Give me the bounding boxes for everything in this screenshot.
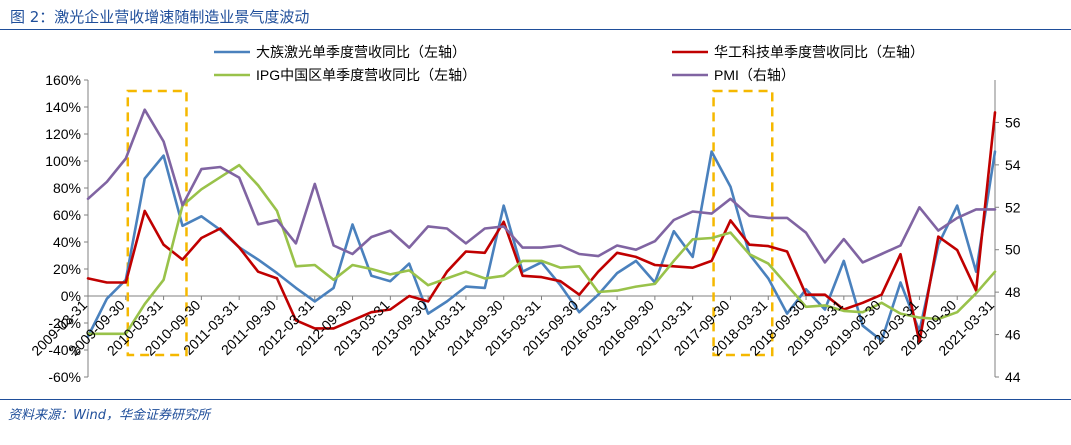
y-left-tick-label: -60% [48,369,81,385]
y-right-tick-label: 46 [1005,327,1021,343]
y-left-tick-label: -20% [48,315,81,331]
y-left-tick-label: 60% [53,207,81,223]
series-line-3 [86,163,997,336]
y-axis-right: 44 46 48 50 52 54 56 [995,114,1021,385]
y-left-tick-label: 80% [53,180,81,196]
y-right-tick-label: 54 [1005,157,1021,173]
legend: 大族激光单季度营收同比（左轴） 华工科技单季度营收同比（左轴） IPG中国区单季度营… [214,44,924,83]
series-line-2 [86,111,997,344]
legend-label: PMI（右轴） [714,67,795,83]
y-right-tick-label: 44 [1005,369,1021,385]
series-line-4 [86,108,997,264]
y-right-tick-label: 50 [1005,242,1021,258]
y-left-tick-label: 0% [61,288,81,304]
header-rule [0,29,1071,30]
source-note: 资料来源：Wind，华金证券研究所 [8,408,210,423]
legend-label: 大族激光单季度营收同比（左轴） [256,44,466,60]
y-left-tick-label: 140% [45,99,81,115]
y-right-tick-label: 48 [1005,284,1021,300]
y-right-tick-label: 56 [1005,114,1021,130]
figure-title: 图 2：激光企业营收增速随制造业景气度波动 [10,8,310,26]
highlight-box [712,89,774,357]
y-axis-left: -60% -40% -20% 0% 20% 40% 60% 80% 100% 120% 140% 16… [45,72,88,385]
y-left-tick-label: 120% [45,126,81,142]
y-left-tick-label: 20% [53,261,81,277]
y-left-tick-label: 40% [53,234,81,250]
footer-rule [0,399,1071,400]
highlight-boxes [126,89,774,357]
legend-label: 华工科技单季度营收同比（左轴） [714,44,924,60]
y-left-tick-label: -40% [48,342,81,358]
legend-label: IPG中国区单季度营收同比（左轴） [256,67,476,83]
y-right-tick-label: 52 [1005,199,1021,215]
line-chart: -60% -40% -20% 0% 20% 40% 60% 80% 100% 120% 140% 16… [28,44,1021,385]
y-left-tick-label: 160% [45,72,81,88]
highlight-box [126,89,188,357]
y-left-tick-label: 100% [45,153,81,169]
series-lines [86,108,997,344]
